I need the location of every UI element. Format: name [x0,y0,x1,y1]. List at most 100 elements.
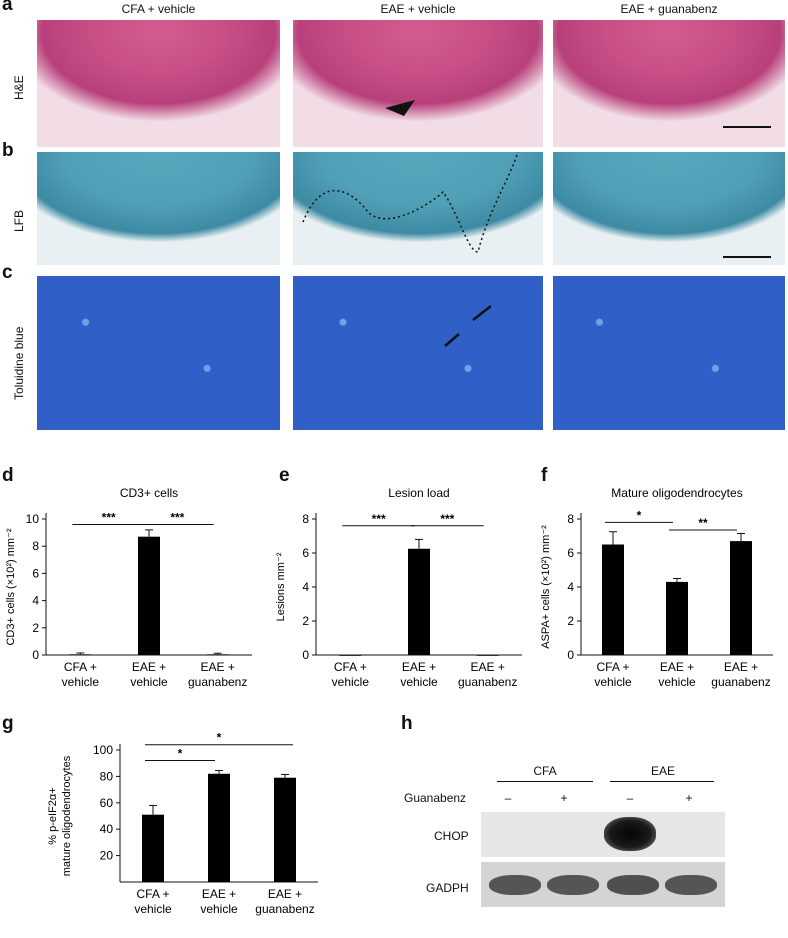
y-tick-label: 100 [93,743,113,757]
tb-image-eae-guanabenz [553,276,785,430]
bar [208,773,230,882]
significance-label: *** [170,510,184,524]
blot-group-cfa-line [497,781,593,782]
chart-title: CD3+ cells [120,486,178,500]
y-axis-label: ASPA+ cells (×10²) mm⁻² [540,525,552,649]
bar [206,654,229,656]
x-tick-label: vehicle [134,902,172,916]
blot-row-label-gadph: GADPH [426,881,469,895]
y-tick-label: 0 [567,648,574,662]
arrow-icons [444,305,492,347]
bar [138,536,160,655]
x-tick-label: EAE + [268,887,302,901]
x-tick-label: EAE + [724,660,758,674]
lfb-image-eae-guanabenz [553,152,785,265]
he-image-eae-vehicle [293,20,543,147]
blot-row-label-chop: CHOP [434,829,469,843]
bar [339,655,362,656]
x-tick-label: guanabenz [188,675,247,689]
y-axis-label: CD3+ cells (×10²) mm⁻² [5,528,17,645]
y-tick-label: 2 [567,614,574,628]
bar [142,814,164,882]
y-tick-label: 20 [100,849,114,863]
y-tick-label: 40 [100,822,114,836]
he-image-eae-guanabenz [553,20,785,147]
x-tick-label: guanabenz [255,902,314,916]
x-tick-label: CFA + [136,887,169,901]
x-tick-label: guanabenz [458,675,517,689]
chart-cd3-cells: CD3+ cells 0 2 4 6 8 10 CD3+ cells (×10²) mm⁻² C… [5,486,252,689]
significance-label: *** [102,510,116,524]
y-tick-label: 4 [32,594,39,608]
blot-group-eae: EAE [650,764,675,778]
x-tick-label: guanabenz [711,675,770,689]
gadph-band-3 [607,875,659,895]
blot-image-chop [481,812,725,857]
y-tick-label: 4 [567,580,574,594]
y-tick-label: 2 [32,621,39,635]
x-tick-label: EAE + [202,887,236,901]
y-axis-label-line2: mature oligodendrocytes [61,755,73,876]
chart-title: Lesion load [388,486,449,500]
bar [408,548,430,655]
panel-letter-c: c [2,262,13,283]
x-tick-label: EAE + [660,660,694,674]
scale-bar [723,126,771,128]
tb-image-eae-vehicle [293,276,543,430]
column-title-cfa-vehicle: CFA + vehicle [121,2,196,16]
significance-label: * [637,508,642,522]
column-title-eae-vehicle: EAE + vehicle [380,2,456,16]
chart-p-eif2a-oligodendrocytes: 20 40 60 80 100 % p-eIF2α+ mature oligodendroc… [47,731,318,916]
y-tick-label: 6 [32,566,39,580]
blot-group-cfa: CFA [533,764,557,778]
x-tick-label: EAE + [470,660,504,674]
bar [476,655,499,656]
y-tick-label: 6 [567,546,574,560]
arrowhead-icon [385,100,415,116]
x-tick-label: vehicle [200,902,238,916]
y-axis-label: % p-eIF2α+ [47,787,59,844]
y-tick-label: 2 [302,614,309,628]
bar [274,777,296,882]
bar [666,581,688,655]
y-tick-label: 4 [302,580,309,594]
y-tick-label: 6 [302,546,309,560]
chop-band [604,817,656,851]
treatment-mark-2: + [560,791,568,805]
tb-image-cfa-vehicle [37,276,280,430]
significance-label: *** [372,512,386,526]
blot-image-gadph [481,862,725,907]
panel-letter-h: h [401,713,413,734]
panel-letter-b: b [2,140,14,161]
y-tick-label: 10 [26,512,40,526]
x-tick-label: vehicle [594,675,632,689]
x-tick-label: CFA + [596,660,629,674]
x-tick-label: CFA + [64,660,97,674]
panel-letter-g: g [2,713,14,734]
x-tick-label: vehicle [400,675,438,689]
x-tick-label: CFA + [334,660,367,674]
bar [69,654,92,656]
y-tick-label: 0 [32,648,39,662]
y-axis-label: Lesions mm⁻² [275,552,287,621]
treatment-mark-1: – [504,791,512,805]
gadph-band-4 [665,875,717,895]
column-title-eae-guanabenz: EAE + guanabenz [620,2,718,16]
y-tick-label: 8 [567,512,574,526]
bar [730,541,752,655]
gadph-band-2 [547,875,599,895]
x-tick-label: vehicle [332,675,370,689]
lfb-image-eae-vehicle [293,152,543,265]
panel-letter-e: e [279,465,290,486]
significance-label: *** [440,512,454,526]
significance-label: ** [698,516,708,530]
lfb-image-cfa-vehicle [37,152,280,265]
x-tick-label: EAE + [132,660,166,674]
blot-group-eae-line [610,781,714,782]
panel-letter-f: f [541,465,548,486]
lesion-outline [302,152,519,253]
significance-label: * [178,747,183,761]
he-image-cfa-vehicle [37,20,280,147]
panel-letter-a: a [2,0,13,15]
